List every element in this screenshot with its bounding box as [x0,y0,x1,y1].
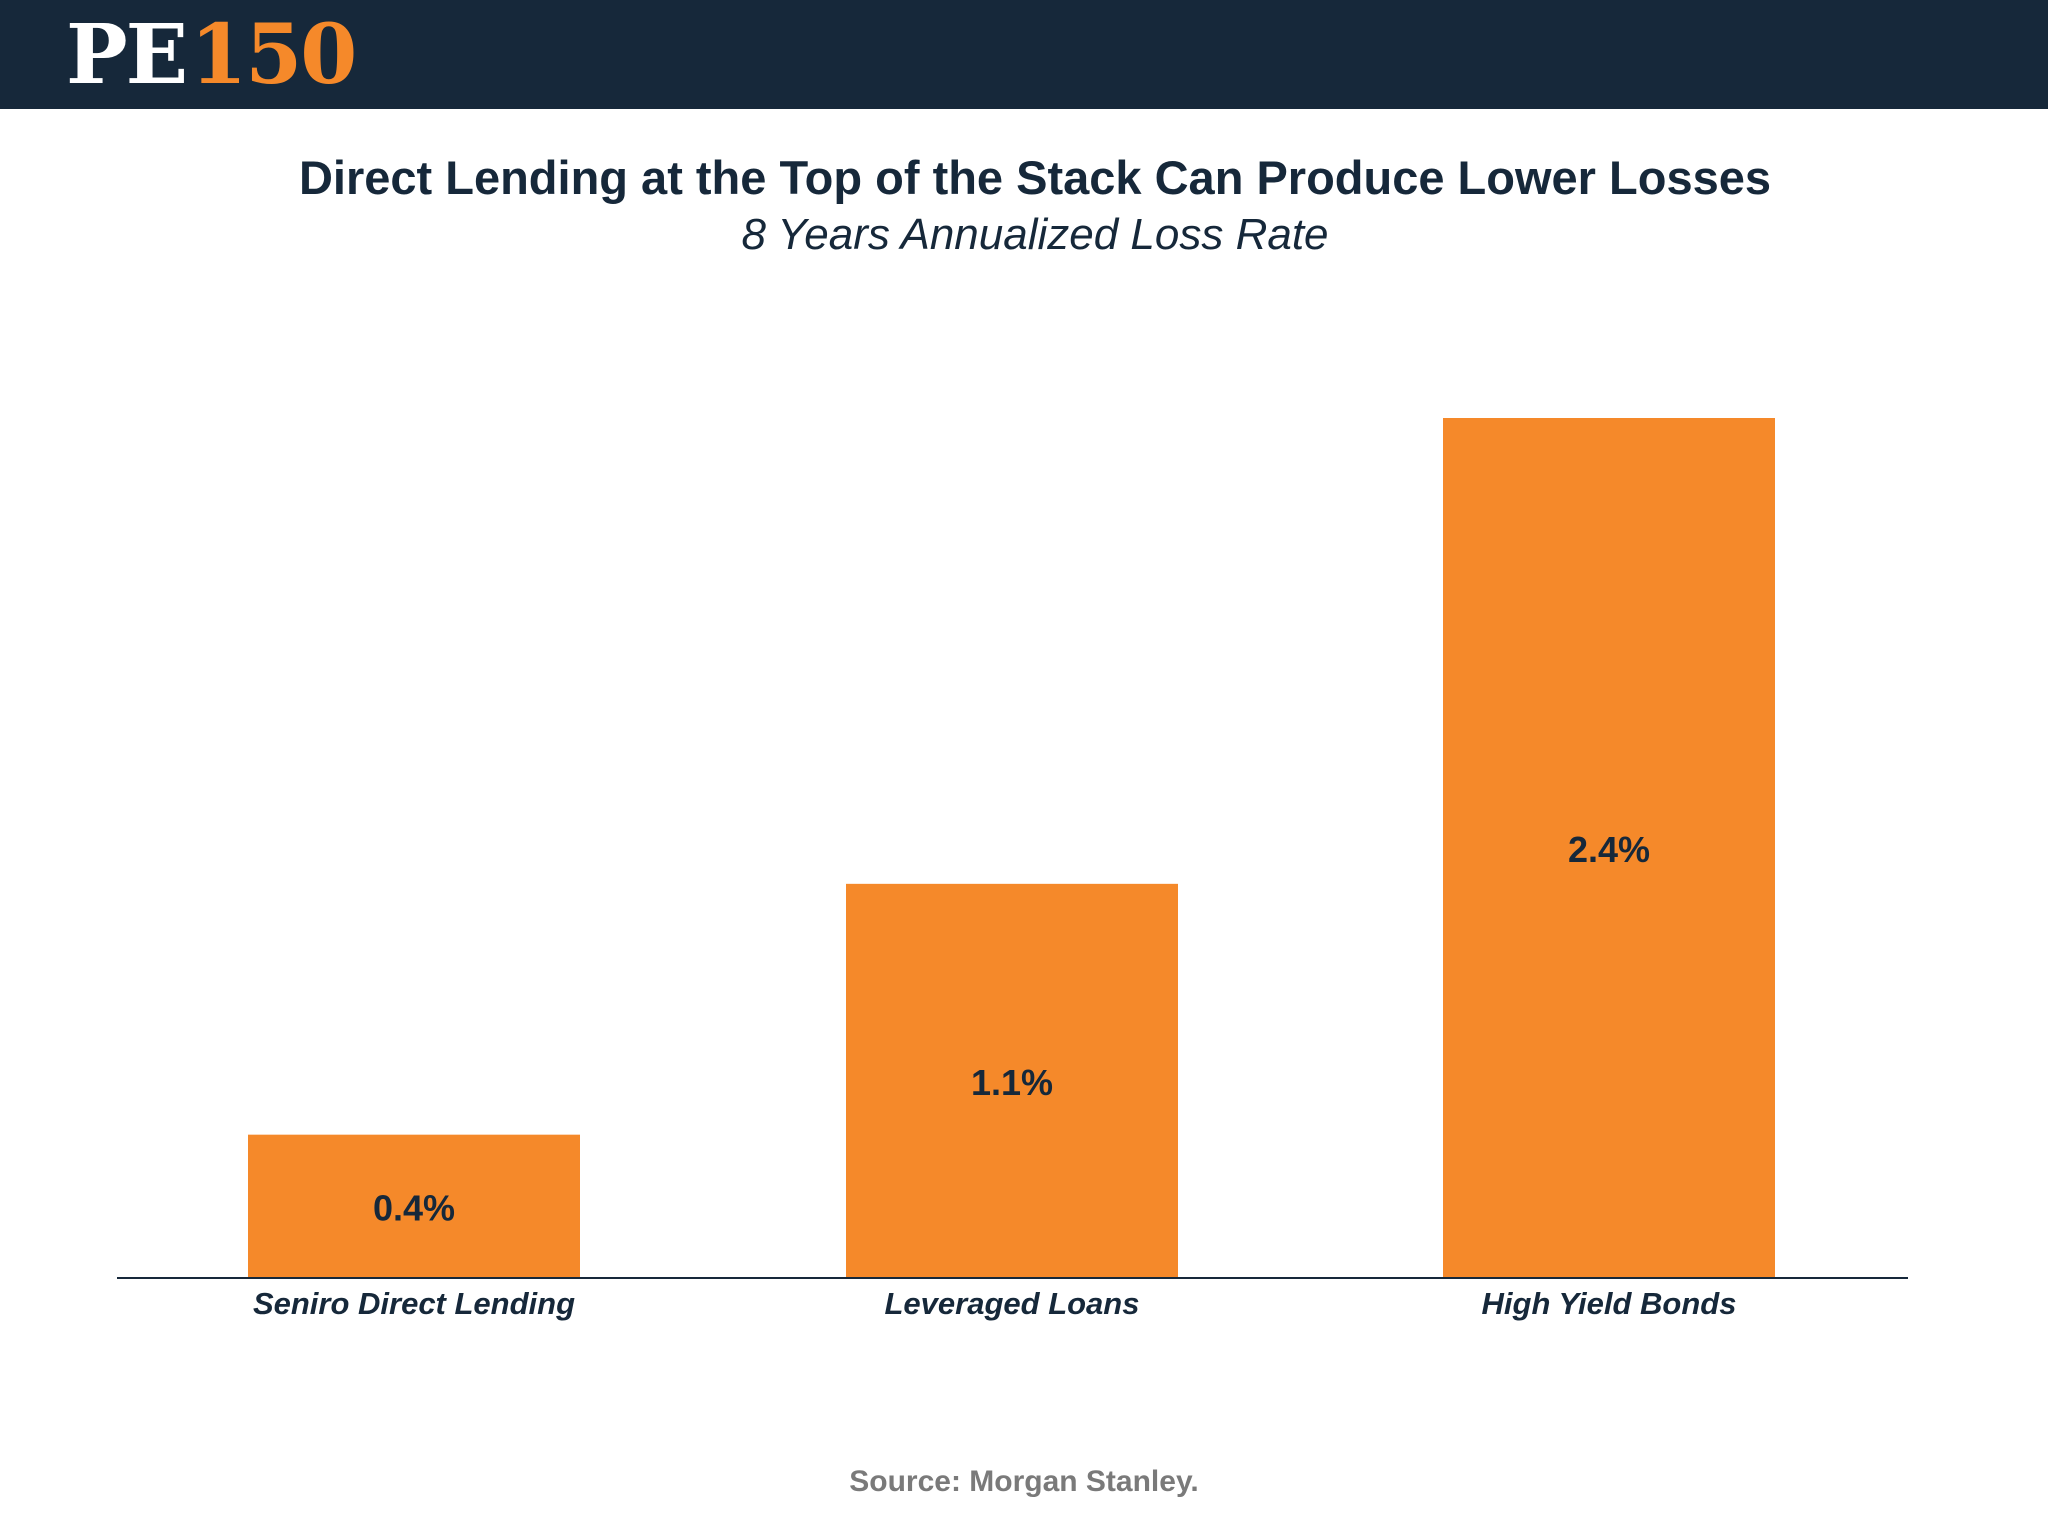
category-label-2: High Yield Bonds [1482,1286,1737,1321]
category-label-0: Seniro Direct Lending [253,1286,575,1321]
value-label-0: 0.4% [373,1187,455,1228]
value-label-2: 2.4% [1568,829,1650,870]
source-note: Source: Morgan Stanley. [849,1465,1199,1498]
bars-group [248,418,1775,1278]
header-bar: PE150 [0,0,2048,109]
bar-2 [1443,418,1775,1278]
bar-1 [846,883,1178,1278]
chart-title: Direct Lending at the Top of the Stack C… [298,151,1772,204]
logo-pe-text: PE [66,7,188,103]
pe150-logo: PE150 [66,14,357,96]
value-label-1: 1.1% [971,1062,1053,1103]
category-label-1: Leveraged Loans [885,1286,1140,1321]
labels-group: 0.4% Seniro Direct Lending 1.1% Leveraged L… [253,829,1737,1321]
logo-number-text: 150 [190,7,357,103]
bar-0 [248,1134,580,1278]
chart-subtitle: 8 Years Annualized Loss Rate [741,210,1329,259]
